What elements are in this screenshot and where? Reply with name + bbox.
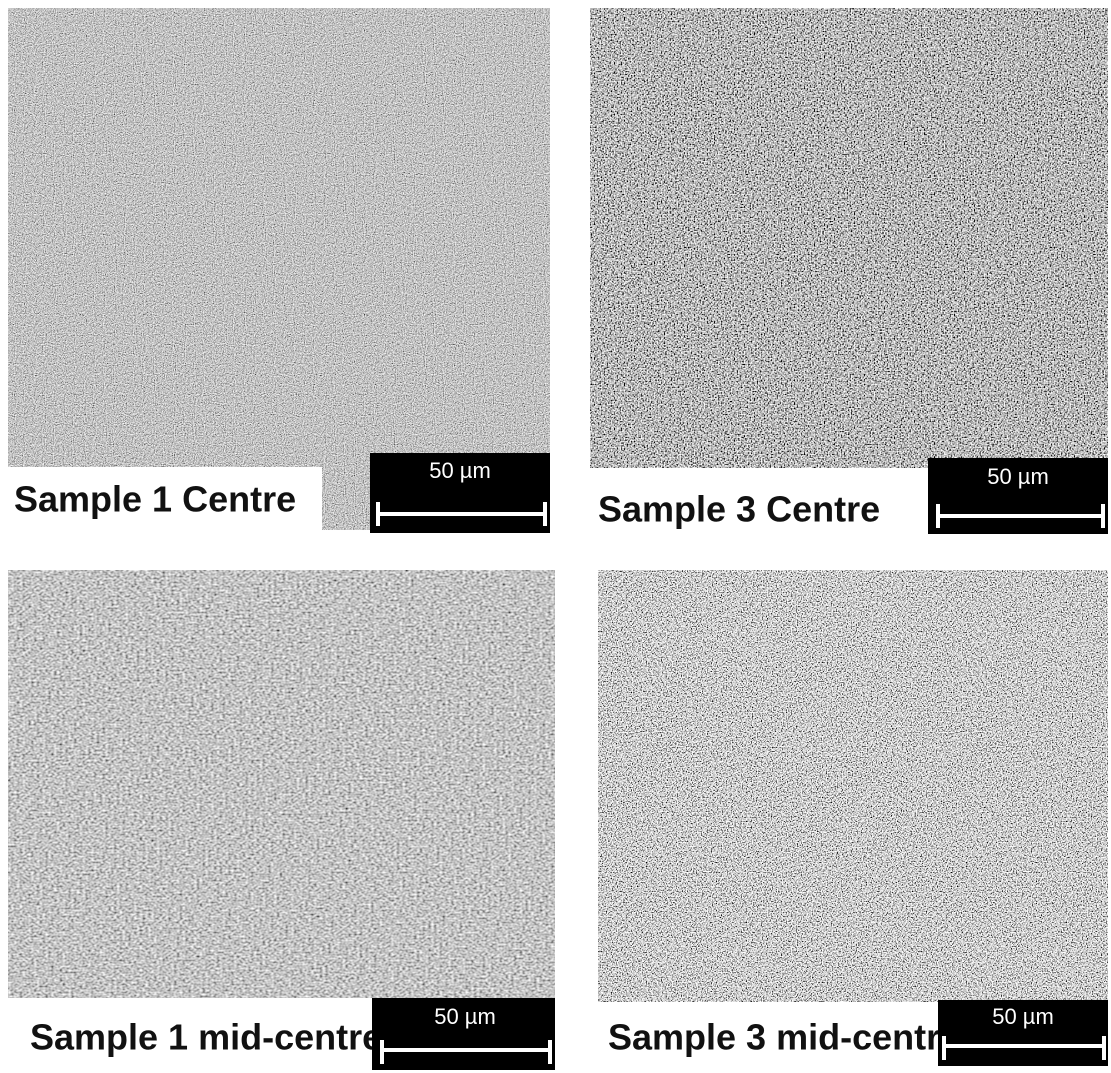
- panel-label: Sample 3 mid-centre: [608, 1017, 960, 1058]
- micrograph: [598, 570, 1108, 1002]
- panel: Sample 1 Centre 50 µm: [8, 8, 550, 533]
- panel-label: Sample 1 Centre: [14, 479, 296, 520]
- figure: Sample 1 Centre 50 µm Sample 3 Centre 50…: [0, 0, 1111, 1073]
- panel-label: Sample 1 mid-centre: [30, 1017, 382, 1058]
- scale-label: 50 µm: [434, 1004, 496, 1029]
- panel: Sample 3 Centre 50 µm: [590, 8, 1108, 540]
- panel-label: Sample 3 Centre: [598, 489, 880, 530]
- scale-label: 50 µm: [987, 464, 1049, 489]
- micrograph: [8, 8, 550, 530]
- micrograph: [590, 8, 1108, 468]
- scale-label: 50 µm: [992, 1004, 1054, 1029]
- panel: Sample 3 mid-centre 50 µm: [598, 570, 1108, 1070]
- micrograph: [8, 570, 555, 1000]
- scale-label: 50 µm: [429, 458, 491, 483]
- panel: Sample 1 mid-centre 50 µm: [8, 570, 555, 1070]
